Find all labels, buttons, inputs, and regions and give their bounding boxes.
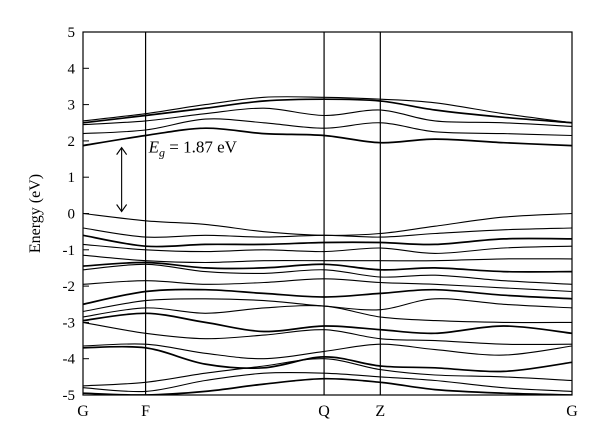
- band-gap-arrowhead-bottom: [116, 204, 128, 213]
- y-tick-label-10: 4: [68, 61, 76, 77]
- x-tick-label-1: G: [77, 403, 89, 420]
- x-tick-label-2: F: [141, 403, 150, 420]
- x-tick-label-3: Q: [318, 403, 330, 420]
- y-tick-label-1: -5: [63, 388, 76, 404]
- y-tick-label-5: -1: [63, 243, 76, 259]
- y-tick-label-2: -4: [63, 352, 76, 368]
- band-gap-label: Eg = 1.87 eV: [148, 137, 238, 159]
- y-tick-label-6: 0: [68, 207, 76, 223]
- y-tick-label-8: 2: [68, 134, 76, 150]
- band-gap-value-text: = 1.87 eV: [165, 137, 238, 156]
- y-tick-label-3: -3: [63, 315, 76, 331]
- y-tick-label-4: -2: [63, 279, 76, 295]
- y-axis-label: Energy (eV): [27, 174, 44, 253]
- band-gap-symbol: E: [148, 137, 160, 156]
- band-gap-arrowhead-top: [116, 146, 128, 155]
- y-tick-label-11: 5: [68, 25, 76, 41]
- y-axis: -5 -4 -3 -2 -1 0 1 2 3 4 5: [63, 25, 89, 404]
- x-tick-label-4: Z: [375, 403, 385, 420]
- band-gap-subscript: g: [159, 145, 165, 159]
- high-symmetry-lines: [144, 32, 381, 395]
- y-tick-label-9: 3: [68, 98, 76, 114]
- band-gap-annotation: Eg = 1.87 eV: [116, 137, 238, 213]
- y-tick-label-7: 1: [68, 170, 76, 186]
- x-tick-label-5: G: [566, 403, 578, 420]
